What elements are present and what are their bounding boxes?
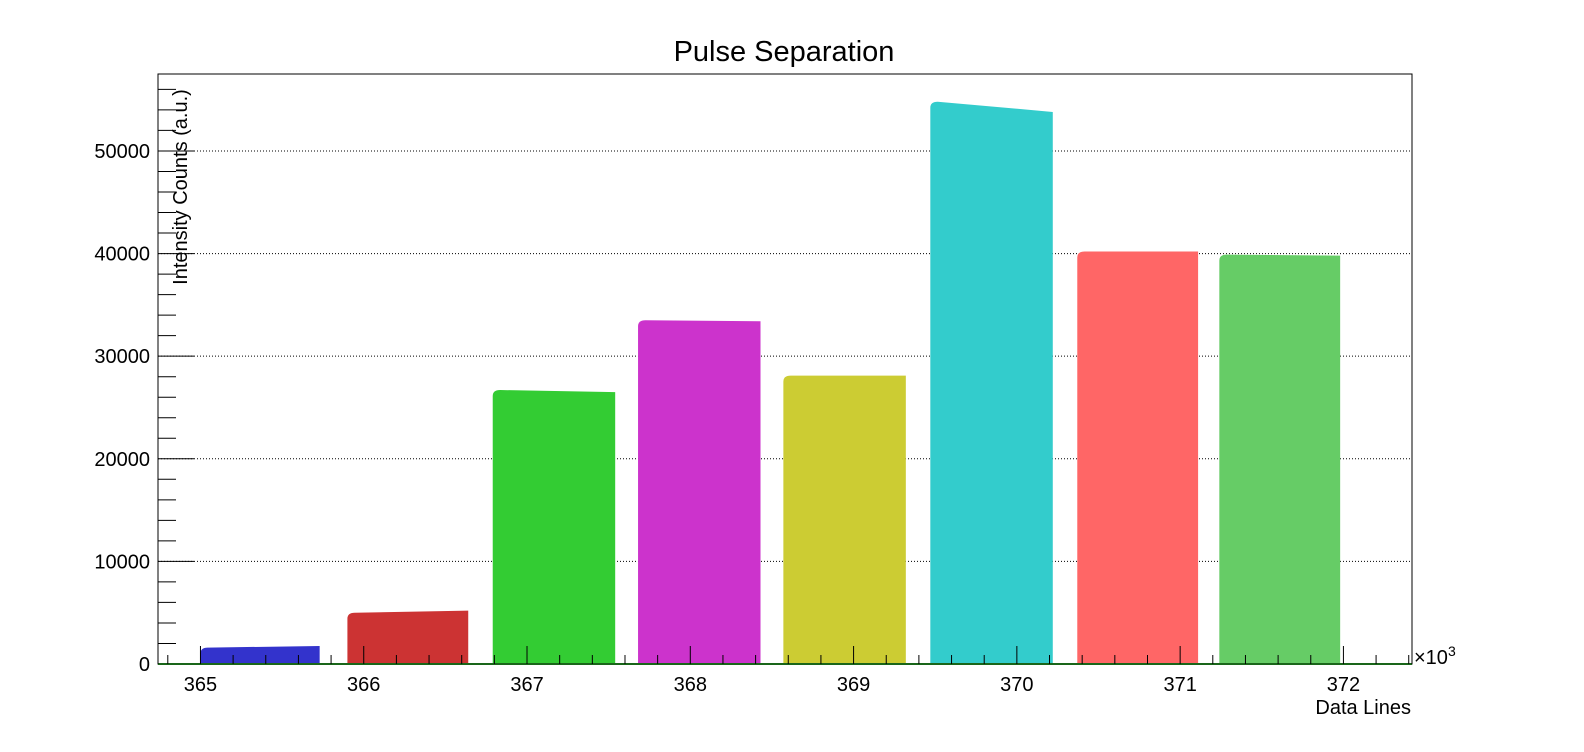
chart-title: Pulse Separation (674, 36, 895, 68)
x-axis-ticks (167, 646, 1410, 664)
x-tick-label-368: 368 (674, 674, 707, 696)
x-tick-label-367: 367 (510, 674, 543, 696)
y-axis-ticks (158, 88, 194, 665)
x-axis-multiplier-base: ×10 (1414, 647, 1448, 669)
x-tick-label-366: 366 (347, 674, 380, 696)
x-tick-label-365: 365 (184, 674, 217, 696)
x-tick-label-371: 371 (1163, 674, 1196, 696)
y-axis-label: Intensity Counts (a.u.) (170, 89, 192, 285)
y-tick-label-10000: 10000 (94, 551, 150, 573)
bar-pulse-8 (1219, 254, 1341, 664)
x-tick-label-370: 370 (1000, 674, 1033, 696)
bar-pulse-7 (1077, 251, 1199, 664)
bar-pulse-4 (638, 320, 761, 664)
x-tick-label-372: 372 (1327, 674, 1360, 696)
y-tick-label-50000: 50000 (94, 141, 150, 163)
bar-pulse-5 (783, 375, 906, 664)
plot-frame (157, 73, 1413, 665)
x-tick-label-369: 369 (837, 674, 870, 696)
bar-pulse-1 (200, 646, 320, 664)
x-axis-label: Data Lines (1315, 697, 1411, 719)
y-tick-label-20000: 20000 (94, 449, 150, 471)
bar-pulse-6 (930, 101, 1053, 664)
x-axis-tick-labels: 365 366 367 368 369 370 371 372 (184, 674, 1360, 696)
bar-pulse-3 (492, 390, 616, 664)
x-axis-multiplier: ×103 (1414, 643, 1456, 669)
bars-group (200, 101, 1341, 664)
x-axis-multiplier-exponent: 3 (1448, 643, 1456, 659)
y-tick-label-0: 0 (139, 654, 150, 676)
y-tick-label-30000: 30000 (94, 346, 150, 368)
bar-pulse-2 (347, 610, 469, 664)
y-axis-tick-labels: 0 10000 20000 30000 40000 50000 (94, 141, 150, 676)
y-tick-label-40000: 40000 (94, 244, 150, 266)
